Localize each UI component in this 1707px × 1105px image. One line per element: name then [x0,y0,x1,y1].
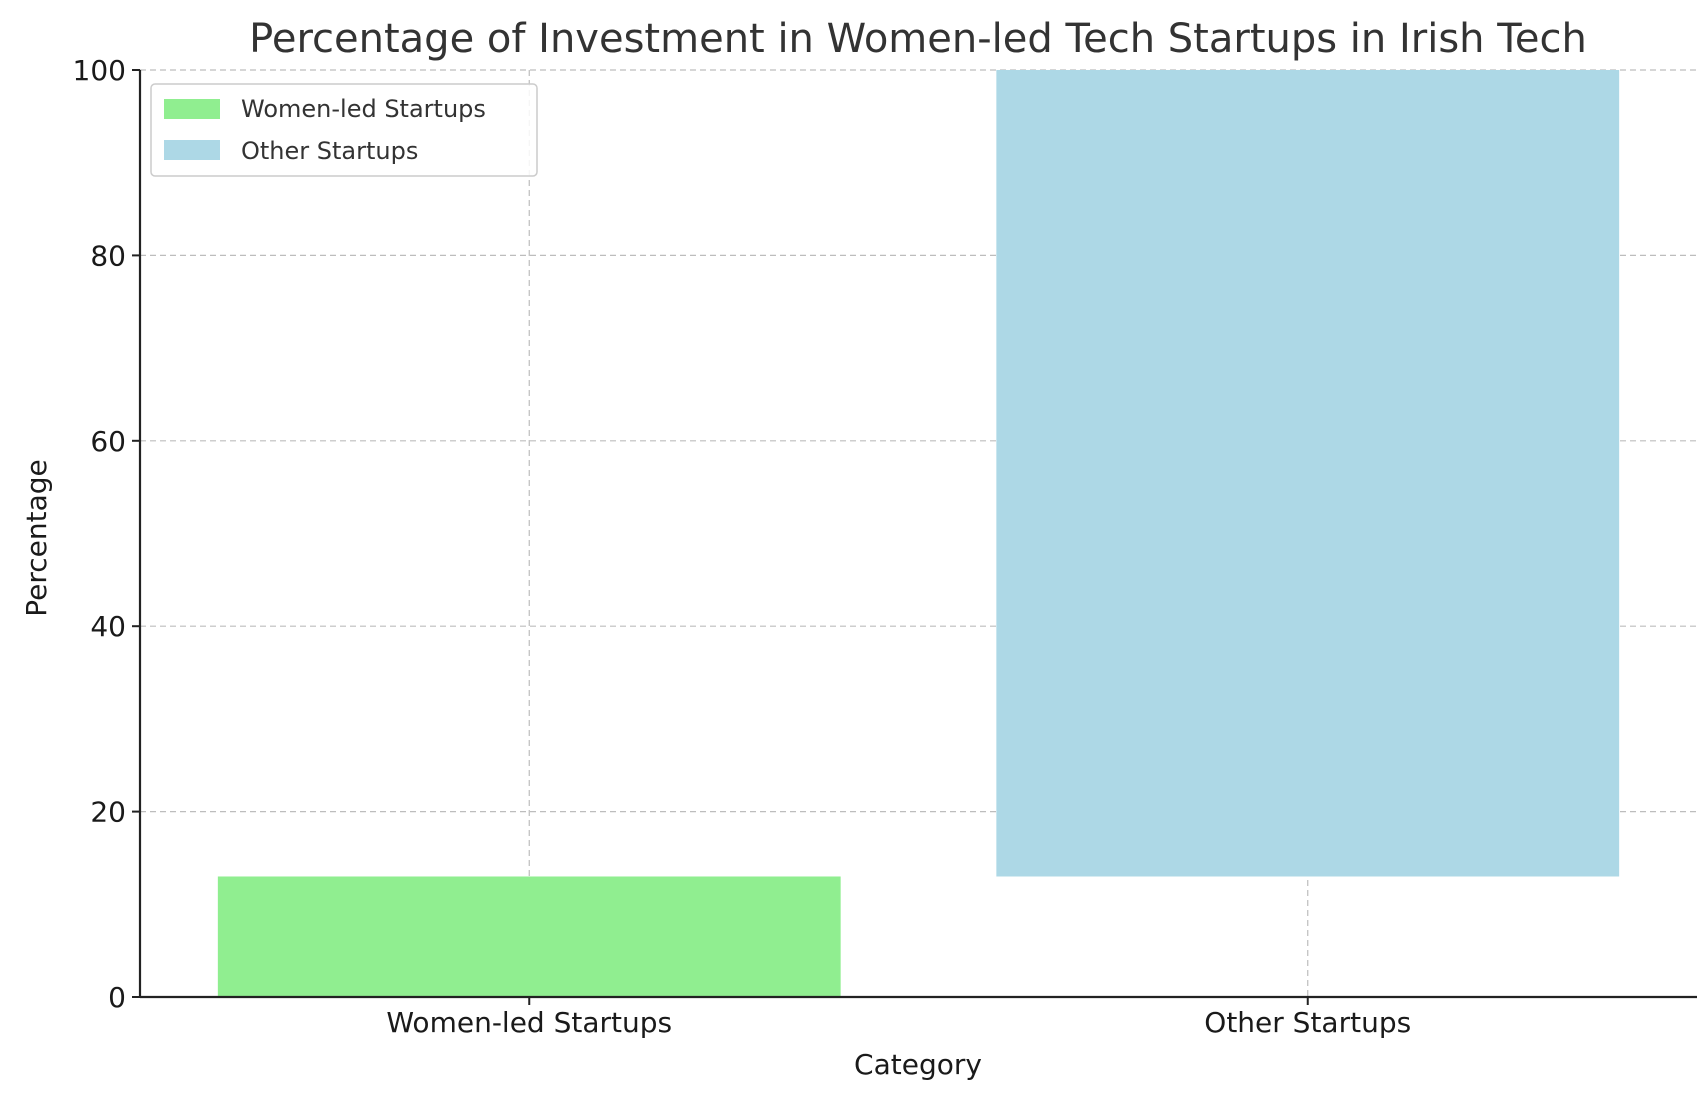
y-tick-label-60: 60 [90,425,126,458]
legend: Women-led Startups Other Startups [150,83,538,177]
y-tick-label-100: 100 [73,54,126,87]
chart-title: Percentage of Investment in Women-led Te… [249,16,1587,62]
legend-frame [150,83,538,177]
bar-women-led-startups [217,876,841,997]
axes [138,70,1697,999]
legend-label-other: Other Startups [241,137,418,165]
x-tick-label-0: Women-led Startups [386,1006,672,1039]
bars [217,70,1620,997]
y-tick-label-40: 40 [90,610,126,643]
legend-swatch-other [164,140,220,160]
y-tick-label-20: 20 [90,796,126,829]
y-tick-label-0: 0 [108,981,126,1014]
x-tick-label-1: Other Startups [1204,1006,1411,1039]
legend-swatch-women-led [164,99,220,119]
legend-label-women-led: Women-led Startups [241,95,486,123]
bar-other-startups [996,70,1620,877]
ticks: 0 20 40 60 80 100 Women-led Startups Other Star… [73,54,1412,1039]
y-axis-label: Percentage [20,459,53,617]
x-axis-label: Category [854,1048,982,1081]
y-tick-label-80: 80 [90,239,126,272]
